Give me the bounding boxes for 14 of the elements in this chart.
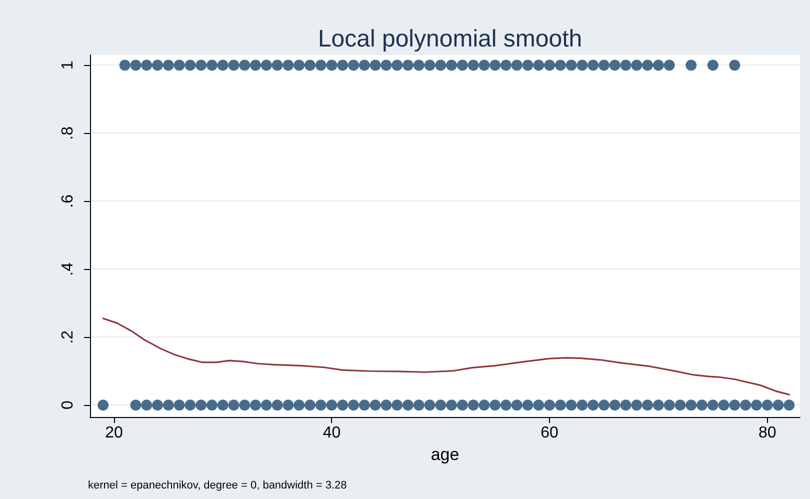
y-tick-label: 1 bbox=[60, 60, 76, 70]
line-series bbox=[102, 318, 790, 396]
x-tick-label: 60 bbox=[540, 424, 559, 442]
y-tick-label: .6 bbox=[60, 194, 76, 208]
y-tick-label: .8 bbox=[60, 126, 76, 140]
x-tick-label: 80 bbox=[758, 424, 776, 442]
x-axis-title: age bbox=[430, 444, 460, 464]
text: kernel = epanechnikov, degree = 0, bandwidth = 3.28 bbox=[88, 480, 347, 492]
y-tick-label: 0 bbox=[60, 400, 76, 410]
chart-title: Local polynomial smooth bbox=[318, 26, 582, 52]
x-tick-label: 20 bbox=[105, 424, 123, 442]
y-tick-label: .2 bbox=[60, 330, 76, 344]
x-tick-label: 40 bbox=[322, 424, 341, 442]
y-tick-label: .4 bbox=[60, 262, 76, 276]
